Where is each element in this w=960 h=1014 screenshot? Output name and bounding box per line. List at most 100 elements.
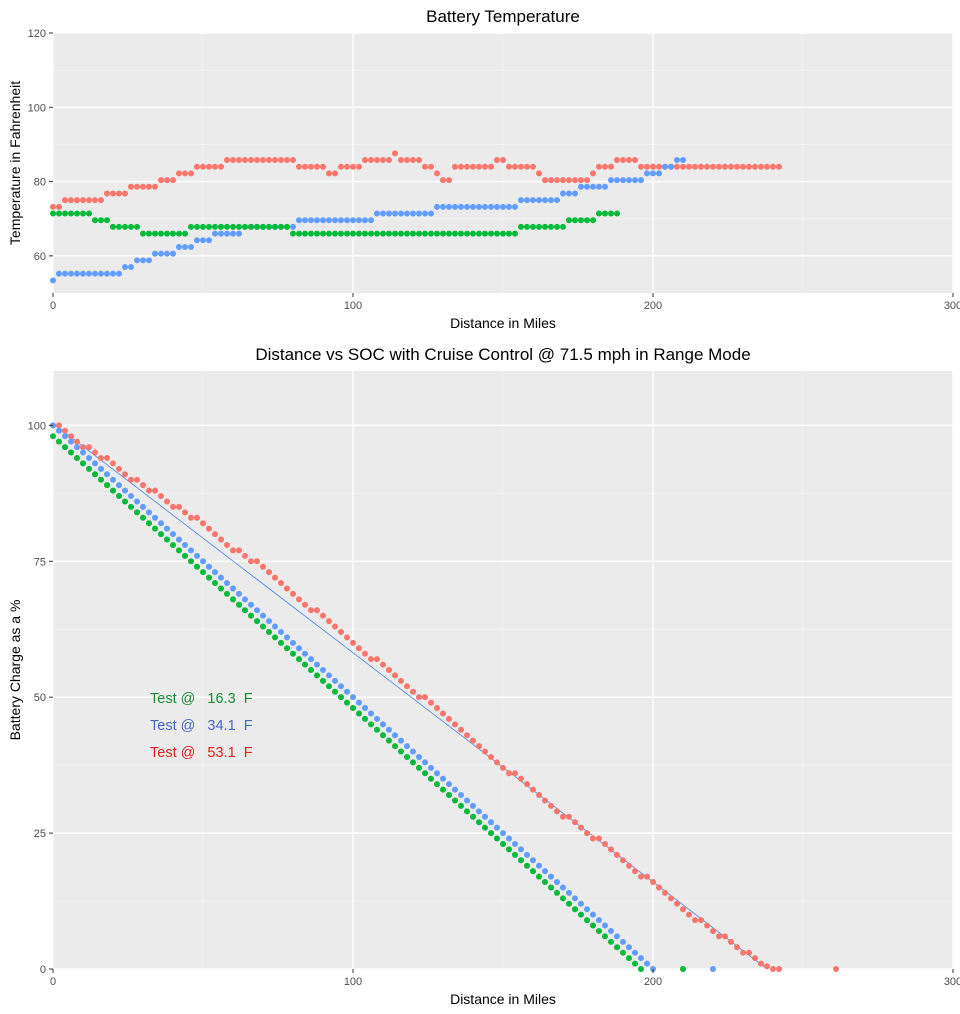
data-point — [740, 949, 746, 956]
data-point — [632, 960, 638, 967]
data-point — [362, 650, 368, 657]
data-point — [224, 590, 230, 597]
data-point — [524, 851, 530, 858]
data-point — [428, 163, 434, 170]
x-axis-label: Distance in Miles — [450, 991, 556, 1007]
data-point — [314, 661, 320, 668]
data-point — [542, 223, 548, 230]
data-point — [404, 210, 410, 217]
data-point — [482, 203, 488, 210]
data-point — [194, 223, 200, 230]
data-point — [164, 536, 170, 543]
data-point — [62, 433, 68, 440]
data-point — [476, 203, 482, 210]
data-point — [506, 203, 512, 210]
data-point — [626, 177, 632, 184]
data-point — [512, 840, 518, 847]
data-point — [116, 465, 122, 472]
data-point — [188, 223, 194, 230]
data-point — [284, 223, 290, 230]
data-point — [326, 217, 332, 224]
data-point — [218, 230, 224, 237]
data-point — [728, 163, 734, 170]
data-point — [608, 927, 614, 934]
data-point — [326, 618, 332, 625]
data-point — [194, 163, 200, 170]
data-point — [476, 163, 482, 170]
data-point — [56, 210, 62, 217]
data-point — [560, 177, 566, 184]
data-point — [122, 498, 128, 505]
data-point — [368, 721, 374, 728]
data-point — [566, 217, 572, 224]
data-point — [404, 157, 410, 164]
data-point — [650, 879, 656, 886]
data-point — [272, 223, 278, 230]
data-point — [140, 514, 146, 521]
data-point — [80, 270, 86, 277]
data-point — [608, 163, 614, 170]
data-point — [206, 574, 212, 581]
data-point — [104, 471, 110, 478]
data-point — [638, 163, 644, 170]
data-point — [224, 230, 230, 237]
data-point — [104, 217, 110, 224]
data-point — [296, 217, 302, 224]
data-point — [542, 879, 548, 886]
data-point — [638, 177, 644, 184]
data-point — [548, 873, 554, 880]
data-point — [146, 487, 152, 494]
data-point — [200, 520, 206, 527]
data-point — [698, 917, 704, 924]
data-point — [218, 223, 224, 230]
data-point — [218, 574, 224, 581]
data-point — [110, 270, 116, 277]
data-point — [50, 210, 56, 217]
data-point — [620, 938, 626, 945]
x-tick-label: 0 — [50, 300, 56, 312]
data-point — [662, 163, 668, 170]
data-point — [434, 781, 440, 788]
data-point — [428, 764, 434, 771]
data-point — [512, 203, 518, 210]
data-point — [176, 503, 182, 510]
data-point — [188, 170, 194, 177]
data-point — [614, 157, 620, 164]
data-point — [530, 786, 536, 793]
data-point — [416, 764, 422, 771]
data-point — [626, 862, 632, 869]
data-point — [140, 482, 146, 489]
data-point — [326, 170, 332, 177]
data-point — [314, 163, 320, 170]
data-point — [380, 210, 386, 217]
data-point — [422, 210, 428, 217]
data-point — [242, 607, 248, 614]
y-axis-label: Temperature in Fahrenheit — [7, 81, 23, 245]
data-point — [134, 257, 140, 264]
data-point — [566, 813, 572, 820]
x-tick-label: 200 — [644, 976, 662, 988]
data-point — [278, 628, 284, 635]
data-point — [92, 471, 98, 478]
data-point — [344, 163, 350, 170]
data-point — [356, 163, 362, 170]
data-point — [218, 585, 224, 592]
data-point — [350, 163, 356, 170]
y-tick-label: 75 — [34, 556, 46, 568]
data-point — [332, 623, 338, 630]
data-point — [326, 672, 332, 679]
data-point — [134, 498, 140, 505]
data-point — [98, 465, 104, 472]
data-point — [254, 618, 260, 625]
data-point — [404, 753, 410, 760]
data-point — [776, 966, 782, 972]
data-point — [614, 933, 620, 940]
data-point — [278, 639, 284, 646]
data-point — [680, 163, 686, 170]
data-point — [122, 223, 128, 230]
data-point — [416, 753, 422, 760]
data-point — [290, 230, 296, 237]
data-point — [188, 547, 194, 554]
data-point — [452, 203, 458, 210]
data-point — [470, 802, 476, 809]
